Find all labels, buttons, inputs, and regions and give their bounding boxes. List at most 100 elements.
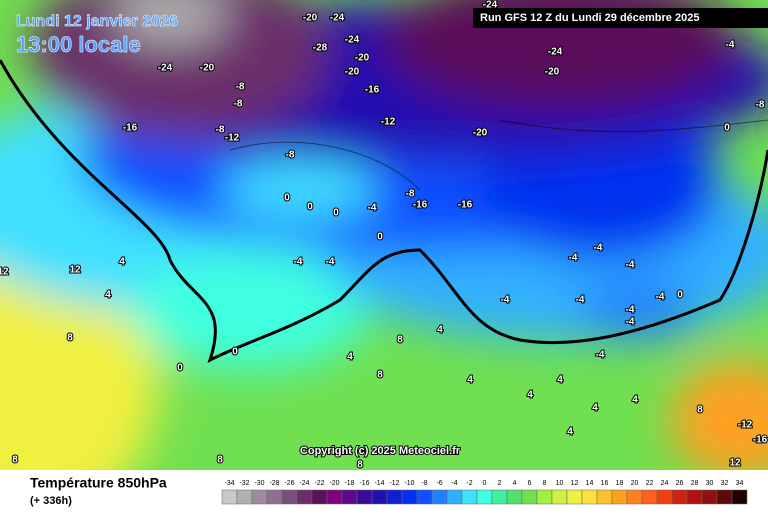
legend-label: 32 — [721, 480, 729, 487]
map-label: -24 — [345, 35, 360, 46]
map-label: -24 — [330, 13, 345, 24]
legend-swatch — [461, 489, 478, 505]
legend-swatch — [521, 489, 538, 505]
legend-swatch — [326, 489, 343, 505]
date: Lundi 12 janvier 2026 — [16, 13, 178, 30]
map-label: 8 — [12, 455, 18, 466]
legend-label: 6 — [528, 480, 532, 487]
legend-label: -16 — [359, 480, 369, 487]
map-label: 8 — [397, 335, 403, 346]
map-label: -8 — [236, 82, 245, 93]
map-label: 8 — [67, 333, 73, 344]
legend-swatch — [281, 489, 298, 505]
legend-swatch — [476, 489, 493, 505]
map-label: 0 — [307, 202, 313, 213]
legend-label: 0 — [483, 480, 487, 487]
legend-swatch — [431, 489, 448, 505]
map-label: 4 — [527, 390, 533, 401]
legend-swatch — [296, 489, 313, 505]
map-label: 4 — [632, 395, 638, 406]
legend-label: 12 — [571, 480, 579, 487]
map-label: -16 — [458, 200, 473, 211]
legend-swatch — [731, 489, 748, 505]
legend: -34 -32 -30 -28 -26 -24 -22 -20 -18 -16 -14 -12 -10-… — [221, 480, 748, 505]
legend-swatch — [596, 489, 613, 505]
map-label: -4 — [626, 317, 635, 328]
legend-label: -34 — [224, 480, 234, 487]
map-label: -4 — [726, 40, 735, 51]
map-label: -12 — [381, 117, 396, 128]
copyright: Copyright (c) 2025 Meteociel.fr — [300, 445, 461, 457]
run-info: Run GFS 12 Z du Lundi 29 décembre 2025 — [480, 12, 699, 24]
legend-label: -30 — [254, 480, 264, 487]
map-label: 4 — [592, 403, 598, 414]
map-label: -20 — [303, 13, 318, 24]
legend-swatch — [341, 489, 358, 505]
legend-label: -14 — [374, 480, 384, 487]
map-label: -4 — [576, 295, 585, 306]
map-label: 0 — [677, 290, 683, 301]
legend-label: 14 — [586, 480, 594, 487]
map-label: 0 — [177, 363, 183, 374]
legend-swatch — [506, 489, 523, 505]
local-time: 13:00 locale — [16, 32, 141, 57]
map-label: -16 — [753, 435, 768, 446]
map-label: -4 — [596, 350, 605, 361]
legend-label: 16 — [601, 480, 609, 487]
legend-label: -4 — [451, 480, 457, 487]
map-label: 12 — [69, 265, 81, 276]
legend-swatch — [566, 489, 583, 505]
legend-swatch — [536, 489, 553, 505]
legend-label: -32 — [239, 480, 249, 487]
map-label: -4 — [626, 305, 635, 316]
legend-swatch — [401, 489, 418, 505]
map-label: -20 — [355, 53, 370, 64]
map-label: -16 — [123, 123, 138, 134]
legend-label: -18 — [344, 480, 354, 487]
map-label: 12 — [729, 458, 741, 469]
legend-label: -22 — [314, 480, 324, 487]
map-label: -24 — [548, 47, 563, 58]
legend-swatch — [416, 489, 433, 505]
map-label: -20 — [473, 128, 488, 139]
parameter: Température 850hPa — [30, 475, 167, 491]
legend-label: -2 — [466, 480, 472, 487]
legend-label: -24 — [299, 480, 309, 487]
lead-time: (+ 336h) — [30, 495, 72, 507]
map-label: -4 — [326, 257, 335, 268]
map-label: -12 — [225, 133, 240, 144]
legend-swatch — [311, 489, 328, 505]
map-label: -4 — [501, 295, 510, 306]
map-labels: -24 -20-20 -24-28-24-20-20-16-8-8-16-12-8-… — [0, 0, 768, 472]
legend-swatch — [236, 489, 253, 505]
map-label: 0 — [377, 232, 383, 243]
legend-label: -26 — [284, 480, 294, 487]
legend-swatch — [221, 489, 238, 505]
map-label: 4 — [105, 290, 111, 301]
map-label: -12 — [738, 420, 753, 431]
map-label: -8 — [286, 150, 295, 161]
legend-swatch — [626, 489, 643, 505]
map-label: 4 — [437, 325, 443, 336]
map-label: -4 — [626, 260, 635, 271]
legend-swatch — [356, 489, 373, 505]
run-box — [473, 8, 768, 28]
map-label: -20 — [200, 63, 215, 74]
map-label: -24 — [158, 63, 173, 74]
legend-label: -28 — [269, 480, 279, 487]
legend-label: 20 — [631, 480, 639, 487]
map-label: -8 — [216, 125, 225, 136]
map-label: 0 — [724, 123, 730, 134]
legend-label: 22 — [646, 480, 654, 487]
legend-swatch — [656, 489, 673, 505]
legend-swatch — [491, 489, 508, 505]
map-label: 0 — [232, 347, 238, 358]
contour — [229, 119, 768, 191]
legend-swatch — [716, 489, 733, 505]
map-label: 4 — [467, 375, 473, 386]
map-label: -24 — [483, 0, 498, 11]
map-label: -4 — [594, 243, 603, 254]
map-label: 4 — [347, 352, 353, 363]
